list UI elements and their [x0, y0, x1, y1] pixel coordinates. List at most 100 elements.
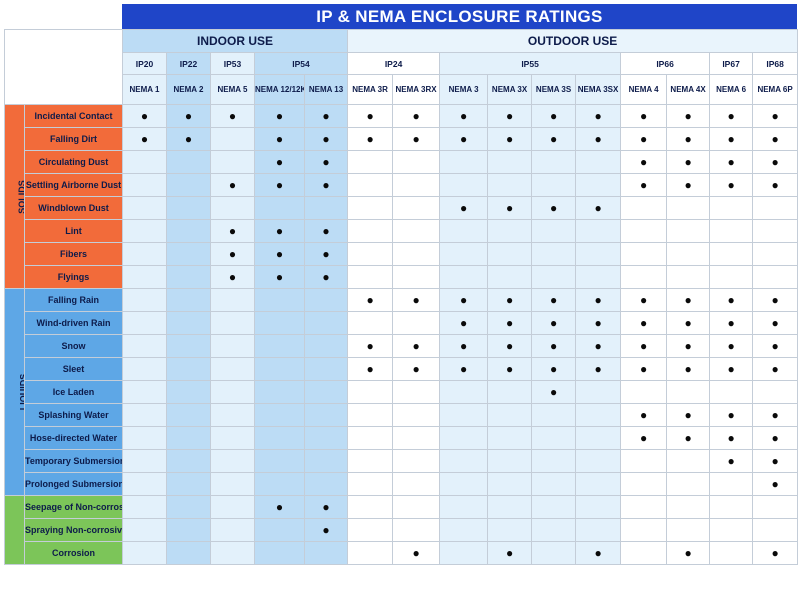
rating-dot: ● [771, 132, 779, 146]
rating-dot: ● [639, 178, 648, 192]
rating-cell [166, 472, 211, 496]
rating-cell [575, 472, 622, 496]
rating-cell [709, 242, 754, 266]
rating-cell [122, 219, 167, 243]
rating-dot: ● [549, 132, 558, 146]
rating-cell: ● [709, 449, 754, 473]
rating-cell: ● [709, 288, 754, 312]
rating-cell [347, 311, 394, 335]
rating-cell: ● [210, 265, 255, 289]
rating-cell [487, 173, 533, 197]
rating-dot: ● [549, 385, 558, 399]
table-row: Settling Airborne Dust ● ● ● ● ● ● ● [5, 173, 799, 197]
rating-dot: ● [322, 155, 330, 169]
rating-cell: ● [303, 219, 349, 243]
rating-cell [347, 150, 394, 174]
rating-cell [166, 219, 211, 243]
rating-cell [347, 541, 394, 565]
rating-cell [166, 495, 211, 519]
rating-cell [392, 173, 441, 197]
rating-cell: ● [210, 104, 255, 128]
nema-type-header: NEMA 3S [531, 74, 577, 105]
rating-dot: ● [639, 316, 648, 330]
rating-cell: ● [303, 150, 349, 174]
rating-dot: ● [771, 155, 779, 169]
rating-cell [487, 265, 533, 289]
rating-cell: ● [347, 127, 394, 151]
rating-cell [439, 242, 489, 266]
rating-cell [575, 380, 622, 404]
rating-cell [487, 426, 533, 450]
rating-cell: ● [392, 288, 441, 312]
ip-rating-header: IP55 [439, 52, 622, 75]
rating-cell: ● [531, 127, 577, 151]
nema-type-header: NEMA 13 [303, 74, 349, 105]
rating-cell: ● [620, 288, 668, 312]
rating-dot: ● [771, 362, 779, 376]
ip-rating-header: IP68 [752, 52, 799, 75]
rating-cell: ● [439, 357, 489, 381]
rating-cell [166, 334, 211, 358]
rating-cell [254, 426, 305, 450]
rating-cell: ● [752, 311, 799, 335]
rating-cell: ● [575, 104, 622, 128]
rating-cell: ● [392, 127, 441, 151]
rating-dot: ● [322, 500, 330, 514]
rating-cell [666, 380, 711, 404]
rating-cell: ● [575, 357, 622, 381]
rating-cell [487, 242, 533, 266]
rating-cell [166, 380, 211, 404]
category-label: SOLIDS [16, 179, 25, 214]
rating-cell [166, 150, 211, 174]
rating-cell [254, 196, 305, 220]
rating-cell [439, 518, 489, 542]
rating-cell [709, 265, 754, 289]
rating-cell: ● [752, 472, 799, 496]
rating-cell [303, 196, 349, 220]
nema-type-header: NEMA 6 [709, 74, 754, 105]
rating-cell [210, 380, 255, 404]
rating-dot: ● [459, 316, 468, 330]
rating-dot: ● [771, 454, 779, 468]
rating-cell: ● [254, 219, 305, 243]
rating-cell [210, 472, 255, 496]
rating-dot: ● [727, 316, 735, 330]
rating-cell: ● [666, 150, 711, 174]
rating-cell: ● [487, 357, 533, 381]
rating-dot: ● [549, 293, 558, 307]
rating-cell [166, 265, 211, 289]
rating-cell: ● [752, 334, 799, 358]
rating-dot: ● [412, 132, 420, 146]
outdoor-use-header: OUTDOOR USE [347, 29, 799, 53]
rating-cell [122, 265, 167, 289]
rating-dot: ● [771, 431, 779, 445]
rating-dot: ● [322, 523, 330, 537]
rating-cell: ● [254, 173, 305, 197]
rating-cell: ● [620, 173, 668, 197]
rating-cell [254, 357, 305, 381]
rating-cell: ● [752, 541, 799, 565]
rating-cell [254, 518, 305, 542]
table-row: Falling Dirt ● ● ● ● ● ● ● ● ● ● ● ● ● ● [5, 127, 799, 151]
rating-cell [210, 150, 255, 174]
rating-cell [709, 196, 754, 220]
rating-cell [620, 219, 668, 243]
table-row: Ice Laden ● [5, 380, 799, 404]
rating-dot: ● [322, 270, 330, 284]
rating-dot: ● [549, 362, 558, 376]
rating-cell: ● [122, 104, 167, 128]
rating-cell: ● [254, 150, 305, 174]
rating-dot: ● [275, 178, 284, 192]
rating-cell: ● [666, 334, 711, 358]
rating-dot: ● [412, 293, 420, 307]
rating-cell [531, 265, 577, 289]
rating-cell [531, 472, 577, 496]
rating-cell [752, 265, 799, 289]
rating-cell [531, 219, 577, 243]
rating-cell [303, 380, 349, 404]
rating-cell [254, 541, 305, 565]
rating-cell [487, 495, 533, 519]
rating-dot: ● [505, 201, 514, 215]
rating-dot: ● [594, 132, 602, 146]
rating-cell [575, 518, 622, 542]
